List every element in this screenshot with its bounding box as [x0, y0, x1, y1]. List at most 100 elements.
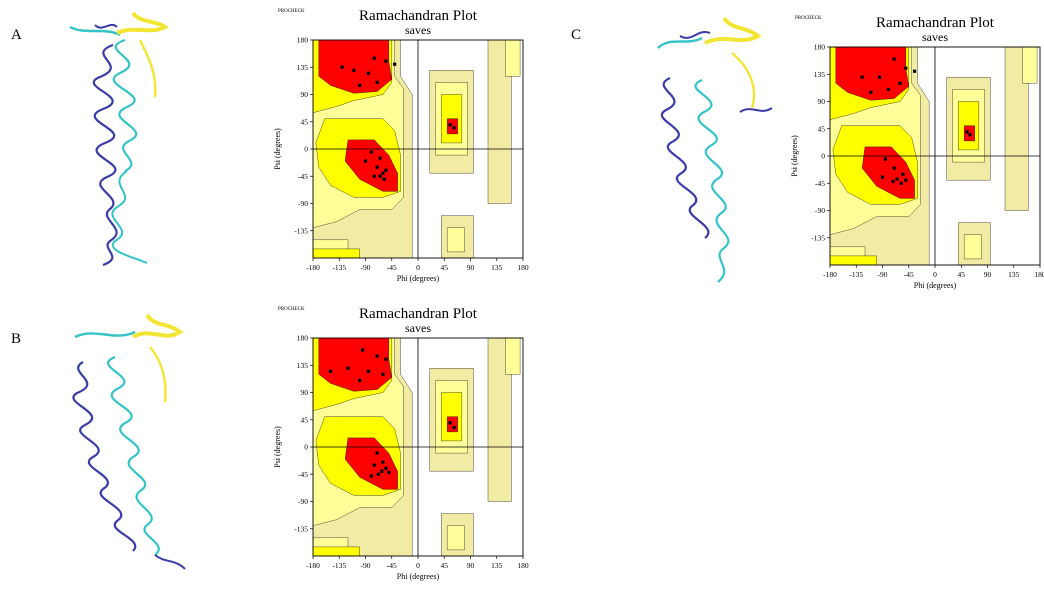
y-tick-label: 135 — [297, 361, 309, 370]
residue-point-11 — [384, 466, 388, 470]
residue-point-0 — [360, 348, 365, 352]
plot-title: Ramachandran Plot — [359, 306, 478, 322]
protein-structure-c — [657, 16, 773, 283]
x-tick-label: 45 — [441, 561, 449, 570]
plot-subtitle: saves — [922, 30, 948, 44]
residue-point-15 — [880, 175, 885, 179]
allowed-region-3 — [313, 248, 360, 258]
x-tick-label: 45 — [958, 270, 966, 279]
x-tick-label: -180 — [306, 263, 320, 272]
residue-point-11 — [375, 165, 379, 169]
residue-point-12 — [381, 171, 385, 175]
x-tick-label: 45 — [441, 263, 449, 272]
y-axis-label: Psi (degrees) — [790, 135, 799, 177]
y-tick-label: 0 — [304, 443, 308, 452]
residue-point-15 — [372, 174, 376, 178]
y-tick-label: -45 — [298, 470, 308, 479]
y-tick-label: 90 — [301, 388, 309, 397]
residue-point-4 — [860, 75, 864, 79]
residue-point-17 — [448, 123, 452, 127]
residue-point-7 — [358, 83, 362, 88]
y-tick-label: 180 — [297, 334, 309, 343]
residue-point-4 — [352, 68, 356, 72]
ramachandran-plot-c: PROCHECK Ramachandran Plot saves -180 -135 -9… — [785, 7, 1044, 302]
ramachandran-plot-b: PROCHECK Ramachandran Plot saves -180 -135 -9… — [268, 298, 531, 593]
y-tick-label: 45 — [301, 117, 309, 126]
x-tick-label: 0 — [933, 270, 937, 279]
y-tick-label: 45 — [301, 415, 309, 424]
residue-point-13 — [376, 472, 380, 476]
x-tick-label: 0 — [416, 263, 420, 272]
residue-point-1 — [375, 354, 379, 358]
residue-point-1 — [904, 66, 908, 70]
residue-point-5 — [366, 369, 371, 373]
y-tick-label: -45 — [815, 179, 825, 188]
generous-region-3 — [1022, 47, 1038, 84]
residue-point-10 — [363, 159, 368, 163]
x-tick-label: 180 — [1034, 270, 1044, 279]
residue-point-13 — [384, 168, 388, 172]
x-tick-label: -90 — [878, 270, 888, 279]
y-tick-label: -90 — [815, 206, 825, 215]
allowed-region-3 — [830, 255, 877, 265]
generous-region-3 — [505, 338, 521, 375]
plot-title: Ramachandran Plot — [359, 8, 478, 24]
x-axis-label: Phi (degrees) — [397, 572, 440, 581]
core-region-0 — [318, 40, 392, 94]
core-region-0 — [835, 47, 909, 101]
panel-label-b: B — [11, 331, 22, 347]
residue-point-2 — [912, 69, 917, 73]
residue-point-14 — [378, 174, 382, 178]
residue-point-9 — [892, 166, 896, 170]
y-tick-label: -135 — [811, 233, 825, 242]
y-tick-label: 45 — [818, 124, 826, 133]
x-tick-label: -135 — [849, 270, 863, 279]
x-tick-label: 180 — [517, 561, 529, 570]
residue-point-13 — [899, 181, 903, 185]
residue-point-11 — [895, 177, 899, 181]
residue-point-5 — [886, 87, 890, 91]
residue-point-2 — [393, 62, 397, 66]
procheck-label: PROCHECK — [795, 16, 822, 21]
residue-point-14 — [891, 179, 895, 184]
x-axis-label: Phi (degrees) — [397, 274, 440, 283]
allowed-region-3 — [313, 546, 360, 556]
y-tick-label: 0 — [821, 152, 825, 161]
residue-point-8 — [375, 451, 379, 455]
y-tick-label: -45 — [298, 172, 308, 181]
core-region-2 — [447, 118, 458, 135]
residue-point-4 — [328, 369, 333, 373]
x-tick-label: 135 — [1008, 270, 1020, 279]
residue-point-8 — [883, 157, 888, 161]
residue-point-7 — [898, 81, 902, 85]
residue-point-15 — [369, 474, 373, 478]
x-tick-label: -45 — [904, 270, 914, 279]
residue-point-3 — [346, 366, 350, 370]
x-tick-label: 90 — [467, 263, 475, 272]
y-axis-label: Psi (degrees) — [273, 426, 282, 468]
y-tick-label: 0 — [304, 145, 308, 154]
generous-region-3 — [505, 40, 521, 77]
y-tick-label: 135 — [814, 70, 826, 79]
residue-point-12 — [380, 469, 384, 473]
x-tick-label: -180 — [823, 270, 837, 279]
x-tick-label: 90 — [467, 561, 475, 570]
residue-point-6 — [869, 90, 873, 95]
protein-structure-a — [69, 11, 169, 267]
ramachandran-plot-a: PROCHECK Ramachandran Plot saves -180 -135 -9… — [268, 0, 531, 295]
core-region-1 — [861, 146, 915, 199]
residue-point-7 — [358, 378, 362, 382]
residue-point-9 — [381, 460, 385, 464]
residue-point-16 — [448, 421, 452, 425]
y-tick-label: -135 — [294, 524, 308, 533]
residue-point-3 — [877, 75, 882, 79]
plot-subtitle: saves — [405, 321, 431, 335]
x-tick-label: -45 — [387, 561, 397, 570]
y-tick-label: 180 — [814, 43, 826, 52]
residue-point-5 — [340, 65, 344, 69]
residue-point-8 — [369, 150, 373, 154]
generous-region-2 — [447, 227, 465, 253]
residue-point-2 — [384, 357, 388, 361]
panel-label-a: A — [11, 27, 22, 43]
